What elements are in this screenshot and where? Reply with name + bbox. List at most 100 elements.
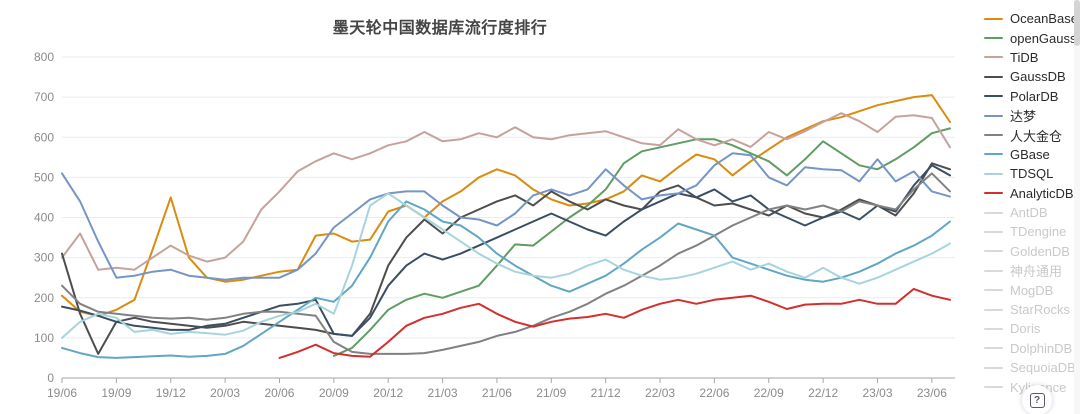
legend-swatch-line: [984, 153, 1003, 156]
x-axis-tick-label: 22/06: [699, 386, 729, 400]
series-line-openGauss[interactable]: [332, 127, 951, 357]
x-axis-tick-label: 23/03: [862, 386, 892, 400]
legend-swatch-line: [984, 308, 1003, 311]
legend-swatch-line: [984, 75, 1003, 78]
legend-item-label: GaussDB: [1010, 69, 1066, 85]
legend-swatch-line: [984, 17, 1003, 20]
legend-item-GaussDB[interactable]: GaussDB: [984, 67, 1080, 86]
series-line-PolarDB[interactable]: [61, 164, 951, 337]
legend-item-label: DolphinDB: [1010, 340, 1073, 356]
scrollbar-thumb[interactable]: [1074, 0, 1080, 46]
legend-item-OceanBase[interactable]: OceanBase: [984, 9, 1080, 28]
legend-item-StarRocks[interactable]: StarRocks: [984, 300, 1080, 319]
series-line-TiDB[interactable]: [61, 112, 951, 271]
legend-item-label: GoldenDB: [1010, 243, 1070, 259]
legend-item-label: TiDB: [1010, 49, 1039, 65]
series-line-OceanBase[interactable]: [61, 94, 951, 317]
legend-swatch-line: [984, 56, 1003, 59]
x-axis-tick-label: 19/06: [47, 386, 77, 400]
legend-swatch-line: [984, 211, 1003, 214]
scrollbar[interactable]: [1074, 0, 1080, 414]
y-axis-tick-label: 400: [34, 211, 54, 225]
legend-item-label: SequoiaDB: [1010, 360, 1076, 376]
legend-swatch-line: [984, 327, 1003, 330]
legend: OceanBase openGauss TiDB GaussDB PolarDB 达梦人大…: [984, 9, 1080, 397]
y-axis-tick-label: 600: [34, 130, 54, 144]
legend-item-label: AntDB: [1010, 205, 1048, 221]
legend-item-GoldenDB[interactable]: GoldenDB: [984, 242, 1080, 261]
legend-swatch-line: [984, 172, 1003, 175]
x-axis-tick-label: 23/06: [917, 386, 947, 400]
x-axis-tick-label: 21/06: [482, 386, 512, 400]
legend-swatch-line: [984, 386, 1003, 389]
legend-swatch-line: [984, 230, 1003, 233]
chart-title: 墨天轮中国数据库流行度排行: [332, 20, 548, 37]
legend-item-TiDB[interactable]: TiDB: [984, 48, 1080, 67]
legend-swatch-line: [984, 37, 1003, 40]
legend-item-Doris[interactable]: Doris: [984, 319, 1080, 338]
legend-item-label: Doris: [1010, 321, 1041, 337]
legend-swatch-line: [984, 269, 1003, 272]
legend-item-label: 人大金仓: [1010, 128, 1063, 144]
y-axis-tick-label: 500: [34, 170, 54, 184]
legend-item-GBase[interactable]: GBase: [984, 145, 1080, 164]
series-line-TDSQL[interactable]: [61, 192, 951, 339]
chart-svg[interactable]: 0 100 200 300 400 500 600 700 800 19/06 19/09 19/12…: [0, 0, 965, 414]
legend-item-openGauss[interactable]: openGauss: [984, 28, 1080, 47]
x-axis-tick-label: 19/09: [101, 386, 131, 400]
x-axis-tick-label: 21/09: [536, 386, 566, 400]
legend-swatch-line: [984, 366, 1003, 369]
y-axis-tick-label: 700: [34, 90, 54, 104]
legend-swatch-line: [984, 347, 1003, 350]
x-axis-tick-label: 20/12: [373, 386, 403, 400]
legend-swatch-line: [984, 95, 1003, 98]
legend-swatch-line: [984, 250, 1003, 253]
legend-swatch-line: [984, 192, 1003, 195]
legend-item-TDSQL[interactable]: TDSQL: [984, 164, 1080, 183]
legend-item-AntDB[interactable]: AntDB: [984, 203, 1080, 222]
legend-item-SequoiaDB[interactable]: SequoiaDB: [984, 358, 1080, 377]
x-axis-tick-label: 22/09: [754, 386, 784, 400]
y-axis-tick-label: 200: [34, 291, 54, 305]
x-axis-tick-label: 20/06: [264, 386, 294, 400]
x-axis-tick-label: 21/03: [428, 386, 458, 400]
series-line-GaussDB[interactable]: [61, 162, 951, 355]
legend-item-label: GBase: [1010, 146, 1050, 162]
x-axis-tick-label: 21/12: [591, 386, 621, 400]
help-button[interactable]: ?: [1022, 385, 1052, 414]
series-line-达梦[interactable]: [61, 152, 951, 281]
series-line-AnalyticDB[interactable]: [278, 287, 951, 359]
series-line-GBase[interactable]: [61, 200, 951, 359]
legend-item-神舟通用[interactable]: 神舟通用: [984, 261, 1080, 280]
x-axis-tick-label: 20/09: [319, 386, 349, 400]
legend-item-label: TDSQL: [1010, 166, 1054, 182]
legend-item-label: MogDB: [1010, 282, 1054, 298]
legend-item-MogDB[interactable]: MogDB: [984, 280, 1080, 299]
legend-item-达梦[interactable]: 达梦: [984, 106, 1080, 125]
series-line-人大金仓[interactable]: [61, 172, 951, 355]
legend-item-label: TDengine: [1010, 224, 1067, 240]
legend-swatch-line: [984, 114, 1003, 117]
y-axis-tick-label: 800: [34, 50, 54, 64]
legend-item-人大金仓[interactable]: 人大金仓: [984, 125, 1080, 144]
legend-item-AnalyticDB[interactable]: AnalyticDB: [984, 184, 1080, 203]
x-axis-tick-label: 22/03: [645, 386, 675, 400]
chart-area[interactable]: 墨天轮中国数据库流行度排行 0 100 200 300 400 500 600 700 800 1…: [0, 0, 965, 414]
legend-item-label: StarRocks: [1010, 302, 1070, 318]
legend-item-TDengine[interactable]: TDengine: [984, 222, 1080, 241]
y-axis-tick-label: 0: [47, 371, 54, 385]
legend-item-label: openGauss: [1010, 30, 1077, 46]
legend-item-label: PolarDB: [1010, 88, 1059, 104]
question-mark-icon: ?: [1029, 392, 1045, 408]
legend-item-label: OceanBase: [1010, 11, 1078, 27]
legend-item-label: AnalyticDB: [1010, 185, 1074, 201]
y-axis-tick-label: 300: [34, 251, 54, 265]
x-axis-tick-label: 22/12: [808, 386, 838, 400]
legend-swatch-line: [984, 134, 1003, 137]
legend-swatch-line: [984, 289, 1003, 292]
legend-item-PolarDB[interactable]: PolarDB: [984, 87, 1080, 106]
legend-item-label: 神舟通用: [1010, 264, 1063, 280]
x-axis-tick-label: 20/03: [210, 386, 240, 400]
legend-item-DolphinDB[interactable]: DolphinDB: [984, 339, 1080, 358]
